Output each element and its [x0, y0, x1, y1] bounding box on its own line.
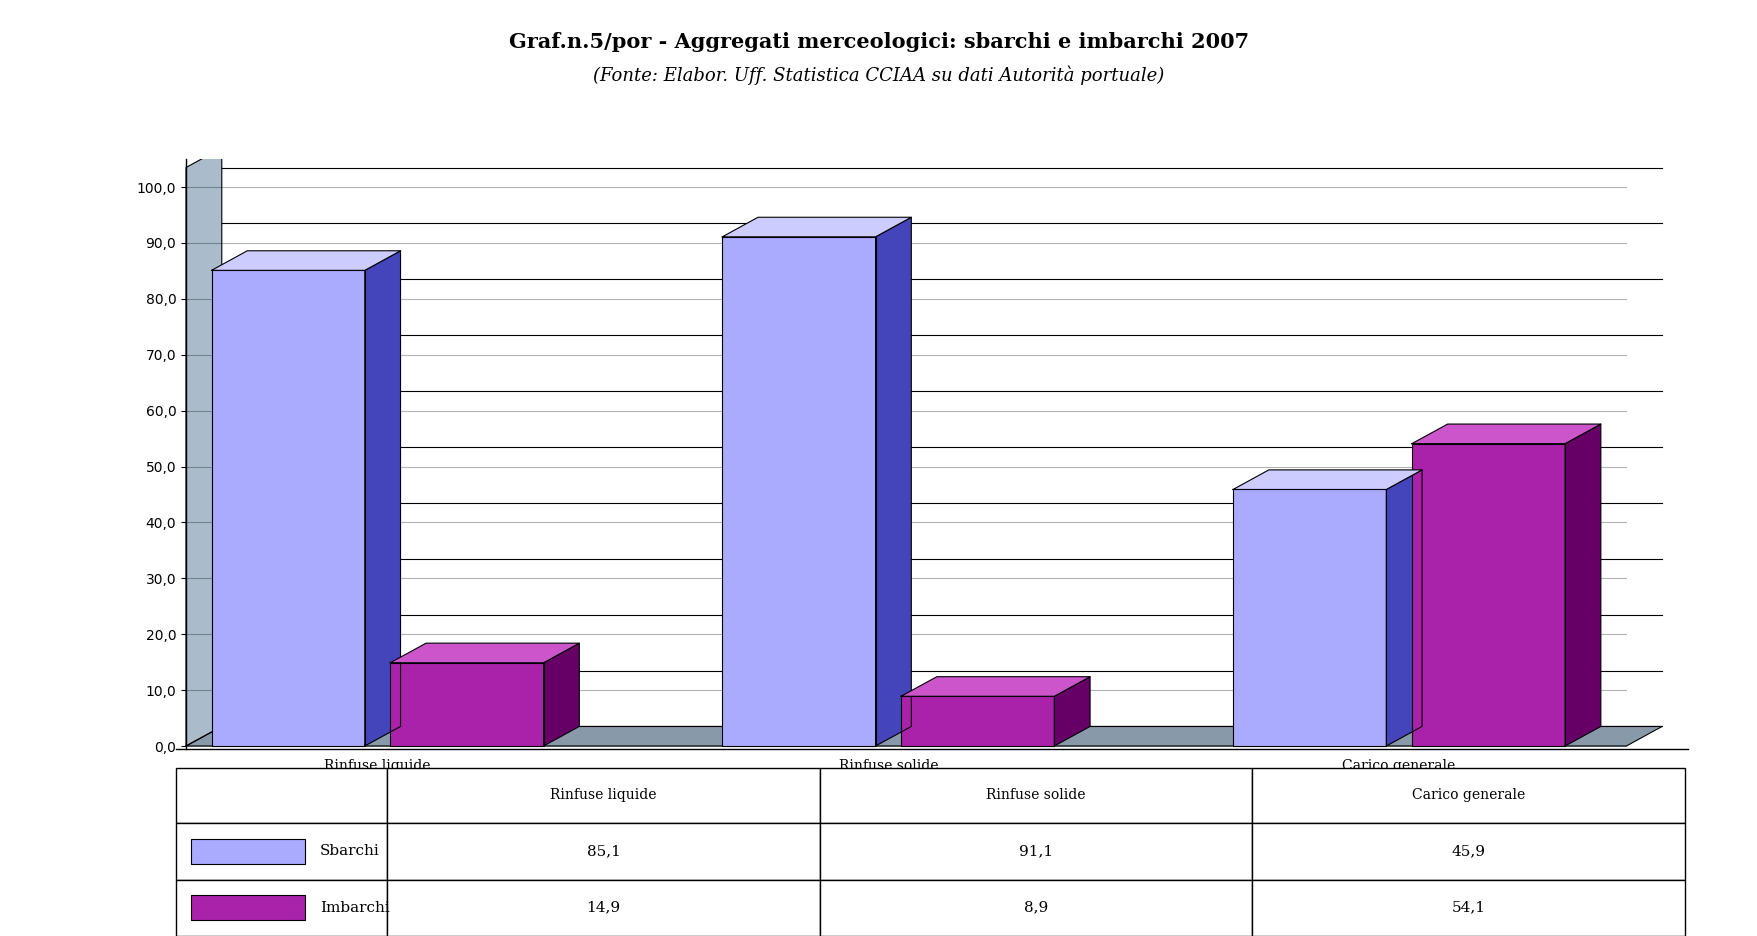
Bar [390, 663, 543, 746]
Bar [1251, 768, 1683, 823]
Polygon shape [186, 148, 221, 746]
Bar [1232, 490, 1386, 746]
Bar [387, 823, 819, 880]
Polygon shape [722, 217, 910, 237]
Text: Imbarchi: Imbarchi [320, 900, 390, 914]
Bar [819, 880, 1251, 936]
Polygon shape [1564, 424, 1601, 746]
Text: Carico generale: Carico generale [1411, 788, 1525, 802]
Polygon shape [901, 677, 1089, 696]
Bar [176, 768, 387, 823]
Polygon shape [186, 726, 1660, 746]
Bar [1411, 444, 1564, 746]
Text: 45,9: 45,9 [1451, 844, 1485, 858]
Polygon shape [875, 217, 910, 746]
Text: Rinfuse liquide: Rinfuse liquide [550, 788, 657, 802]
Text: (Fonte: Elabor. Uff. Statistica CCIAA su dati Autorità portuale): (Fonte: Elabor. Uff. Statistica CCIAA su… [594, 66, 1163, 84]
Polygon shape [543, 643, 580, 746]
Text: Sbarchi: Sbarchi [320, 844, 380, 858]
Bar [901, 696, 1054, 746]
Polygon shape [390, 643, 580, 663]
Bar [176, 823, 387, 880]
Text: 91,1: 91,1 [1019, 844, 1052, 858]
Text: Rinfuse solide: Rinfuse solide [986, 788, 1086, 802]
Bar [1251, 880, 1683, 936]
Bar [176, 880, 387, 936]
Polygon shape [1054, 677, 1089, 746]
Polygon shape [1232, 470, 1421, 490]
Bar [819, 823, 1251, 880]
Bar [819, 768, 1251, 823]
Polygon shape [211, 251, 401, 271]
Polygon shape [1411, 424, 1601, 444]
Text: 14,9: 14,9 [587, 900, 620, 914]
Bar [192, 839, 304, 864]
Polygon shape [365, 251, 401, 746]
Bar [387, 880, 819, 936]
Bar [387, 768, 819, 823]
Bar [1251, 823, 1683, 880]
Bar [211, 271, 365, 746]
Text: 54,1: 54,1 [1451, 900, 1485, 914]
Bar [192, 895, 304, 920]
Text: Graf.n.5/por - Aggregati merceologici: sbarchi e imbarchi 2007: Graf.n.5/por - Aggregati merceologici: s… [508, 32, 1249, 52]
Polygon shape [1386, 470, 1421, 746]
Text: 85,1: 85,1 [587, 844, 620, 858]
Bar [722, 237, 875, 746]
Text: 8,9: 8,9 [1023, 900, 1047, 914]
